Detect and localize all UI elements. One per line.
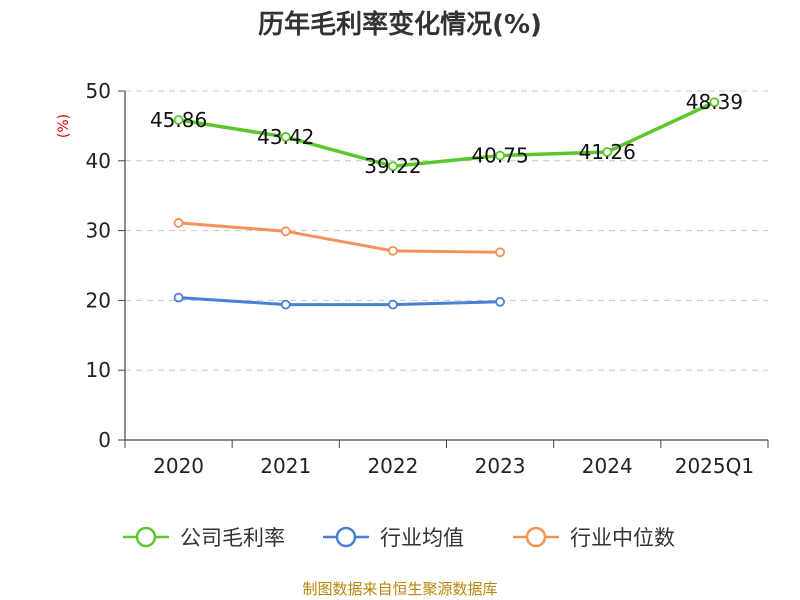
axes: 0 10 20 30 40 50 2020 2021 2022 2023 2024 2025Q1 [86,79,769,478]
chart-title: 历年毛利率变化情况(%) [258,9,542,40]
data-point [709,97,720,108]
legend-marker [525,526,547,548]
data-point [280,226,291,237]
x-tick-label: 2025Q1 [675,454,754,478]
legend-marker [135,526,157,548]
data-point [495,247,505,258]
x-tick-label: 2023 [475,454,526,478]
data-point [173,292,184,303]
data-point [173,114,184,125]
data-point [173,218,184,228]
legend-label: 公司毛利率 [180,526,285,550]
x-tick-label: 2021 [260,454,311,478]
series-line [178,221,501,254]
y-tick-label: 10 [86,358,111,382]
data-point [495,296,505,307]
grid-lines [125,90,768,371]
data-label: 41.26 [579,140,636,164]
data-labels: 45.86 43.42 39.22 40.75 41.26 48.39 [150,90,743,178]
series-line [178,100,716,168]
legend: 公司毛利率 行业均值 行业中位数 [123,526,675,550]
series-layer [173,97,720,310]
data-point [280,132,291,142]
data-label: 40.75 [471,144,528,168]
y-tick-label: 40 [86,149,111,173]
data-point [388,299,398,310]
data-label: 45.86 [150,108,207,132]
series-line [178,296,501,307]
y-tick-label: 0 [98,428,111,452]
y-axis-label: (%) [56,114,72,138]
legend-label: 行业均值 [380,526,464,550]
data-point [388,161,398,172]
x-tick-label: 2022 [367,454,418,478]
legend-label: 行业中位数 [570,526,675,550]
y-tick-label: 50 [86,79,111,103]
data-point [388,245,398,256]
y-tick-label: 20 [86,288,111,312]
legend-marker [335,526,357,548]
data-label: 43.42 [257,125,314,149]
x-tick-label: 2024 [582,454,633,478]
data-point [495,150,505,161]
data-point [602,147,613,157]
y-tick-label: 30 [86,219,111,243]
data-point [280,299,291,310]
data-label: 39.22 [364,154,421,178]
data-label: 48.39 [686,90,743,114]
x-tick-label: 2020 [153,454,204,478]
source-note: 制图数据来自恒生聚源数据库 [302,580,497,598]
